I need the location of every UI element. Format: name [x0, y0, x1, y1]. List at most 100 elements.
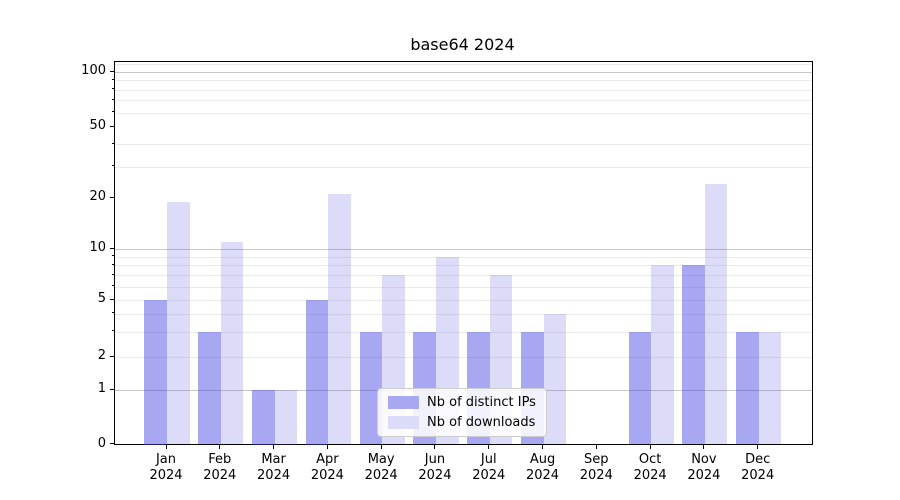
- minor-gridline: [115, 80, 812, 82]
- x-tick-year: 2024: [687, 468, 721, 483]
- x-tick-year: 2024: [579, 468, 613, 483]
- bar-distinct-ips-jan: [144, 300, 167, 445]
- x-tick-month: Dec: [745, 452, 771, 467]
- y-minor-tick-mark: [111, 330, 114, 332]
- x-tick-mark: [434, 444, 436, 449]
- x-tick-label: Jul 2024: [461, 452, 517, 484]
- x-tick-year: 2024: [203, 468, 237, 483]
- x-tick-mark: [165, 444, 167, 449]
- legend-swatch-distinct-ips: [388, 396, 419, 409]
- x-tick-mark: [273, 444, 275, 449]
- y-tick-label: 1: [97, 381, 106, 396]
- x-tick-label: Mar 2024: [246, 452, 302, 484]
- major-gridline: [115, 249, 812, 250]
- y-tick-label: 10: [89, 240, 106, 255]
- x-tick-month: Aug: [529, 452, 556, 467]
- y-tick-mark: [109, 196, 114, 198]
- bar-downloads-apr: [328, 194, 351, 445]
- x-tick-mark: [326, 444, 328, 449]
- y-minor-tick-mark: [111, 142, 114, 144]
- minor-gridline: [115, 331, 812, 333]
- x-tick-month: Apr: [316, 452, 339, 467]
- y-tick-label: 2: [97, 348, 106, 363]
- y-tick-mark: [109, 247, 114, 249]
- y-tick-mark: [109, 388, 114, 390]
- legend: Nb of distinct IPs Nb of downloads: [377, 388, 547, 437]
- minor-gridline: [115, 256, 812, 258]
- x-tick-year: 2024: [257, 468, 291, 483]
- minor-gridline: [115, 275, 812, 277]
- x-tick-mark: [649, 444, 651, 449]
- bar-downloads-oct: [651, 265, 674, 445]
- x-tick-label: Apr 2024: [299, 452, 355, 484]
- legend-swatch-downloads: [388, 416, 419, 429]
- y-tick-label: 20: [89, 189, 106, 204]
- x-tick-month: Jul: [480, 452, 497, 467]
- minor-gridline: [115, 265, 812, 267]
- x-tick-label: Feb 2024: [192, 452, 248, 484]
- bar-distinct-ips-oct: [628, 331, 652, 445]
- x-tick-label: Sep 2024: [568, 452, 624, 484]
- x-tick-year: 2024: [633, 468, 667, 483]
- legend-label-downloads: Nb of downloads: [427, 415, 536, 430]
- y-minor-tick-mark: [111, 273, 114, 275]
- y-minor-tick-mark: [111, 312, 114, 314]
- minor-gridline: [115, 286, 812, 288]
- y-minor-tick-mark: [111, 111, 114, 113]
- x-tick-label: May 2024: [353, 452, 409, 484]
- plot-area: [114, 61, 813, 445]
- x-tick-year: 2024: [418, 468, 452, 483]
- y-minor-tick-mark: [111, 285, 114, 287]
- chart-title: base64 2024: [410, 35, 515, 54]
- minor-gridline: [115, 112, 812, 114]
- x-tick-label: Aug 2024: [515, 452, 571, 484]
- x-tick-mark: [595, 444, 597, 449]
- y-tick-label: 0: [97, 435, 106, 451]
- minor-gridline: [115, 89, 812, 91]
- x-tick-year: 2024: [310, 468, 344, 483]
- y-tick-mark: [109, 125, 114, 127]
- legend-item-distinct-ips: Nb of distinct IPs: [378, 394, 546, 411]
- x-tick-label: Jun 2024: [407, 452, 463, 484]
- x-tick-month: Feb: [208, 452, 232, 467]
- x-tick-month: Jun: [424, 452, 446, 467]
- x-tick-label: Nov 2024: [676, 452, 732, 484]
- minor-gridline: [115, 64, 812, 66]
- x-tick-label: Oct 2024: [622, 452, 678, 484]
- y-minor-tick-mark: [111, 98, 114, 100]
- x-tick-month: Mar: [261, 452, 286, 467]
- x-tick-mark: [542, 444, 544, 449]
- minor-gridline: [115, 357, 812, 358]
- bar-downloads-aug: [543, 313, 567, 445]
- x-tick-month: Sep: [584, 452, 609, 467]
- y-minor-tick-mark: [111, 263, 114, 265]
- bar-distinct-ips-feb: [198, 331, 221, 445]
- x-tick-month: Oct: [638, 452, 662, 467]
- x-tick-mark: [488, 444, 490, 449]
- y-tick-mark: [109, 443, 114, 444]
- bar-distinct-ips-mar: [251, 390, 275, 445]
- x-tick-mark: [703, 444, 705, 449]
- x-tick-mark: [757, 444, 759, 449]
- y-tick-label: 100: [81, 63, 106, 78]
- x-tick-month: Nov: [691, 452, 717, 467]
- y-tick-label: 50: [89, 118, 106, 133]
- bar-downloads-mar: [274, 390, 298, 445]
- bar-downloads-nov: [704, 183, 728, 445]
- y-minor-tick-mark: [111, 78, 114, 80]
- y-tick-mark: [109, 298, 114, 300]
- x-tick-year: 2024: [364, 468, 398, 483]
- bar-distinct-ips-apr: [305, 300, 329, 445]
- minor-gridline: [115, 313, 812, 315]
- minor-gridline: [115, 144, 812, 146]
- x-tick-year: 2024: [472, 468, 506, 483]
- y-tick-mark: [109, 70, 114, 72]
- legend-item-downloads: Nb of downloads: [378, 414, 546, 431]
- x-tick-year: 2024: [741, 468, 775, 483]
- bar-downloads-jan: [167, 201, 190, 445]
- minor-gridline: [115, 166, 812, 168]
- minor-gridline: [115, 300, 812, 301]
- x-tick-year: 2024: [149, 468, 183, 483]
- x-tick-year: 2024: [525, 468, 560, 483]
- x-tick-label: Jan 2024: [138, 452, 194, 484]
